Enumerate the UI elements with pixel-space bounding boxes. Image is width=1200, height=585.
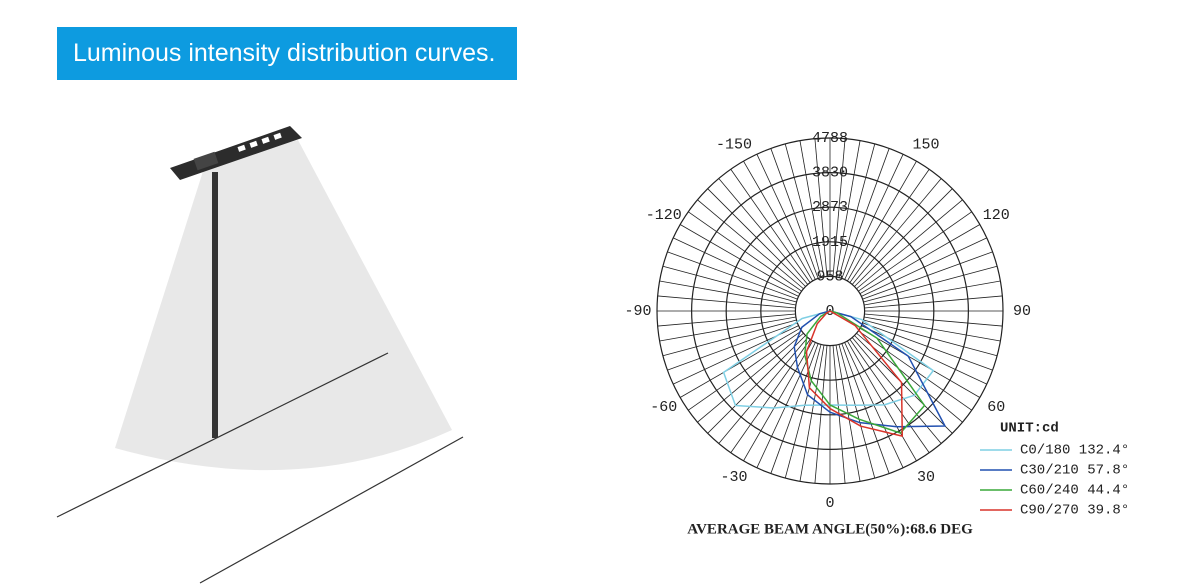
angle-tick-label: 30	[917, 469, 935, 486]
angle-tick-label: 0	[825, 495, 834, 512]
legend-label: C90/270 39.8°	[1020, 503, 1129, 519]
radial-tick-label: 3830	[812, 165, 848, 182]
legend-label: C30/210 57.8°	[1020, 463, 1129, 479]
angle-tick-label: 60	[987, 399, 1005, 416]
street-light-illustration	[56, 126, 464, 584]
radial-tick-label: 1915	[812, 234, 848, 251]
radial-grid-ring	[725, 206, 935, 416]
radial-tick-label: 958	[816, 268, 843, 285]
radial-grid-ring	[794, 275, 866, 347]
angle-tick-label: -150	[716, 137, 752, 154]
leds	[237, 132, 282, 152]
radial-tick-label: 2873	[812, 199, 848, 216]
light-cone	[115, 140, 452, 471]
intensity-curve	[803, 310, 926, 434]
radial-grid-ring	[656, 137, 1004, 485]
road-edge	[56, 352, 389, 518]
angle-tick-label: -60	[650, 399, 677, 416]
angle-tick-label: -120	[646, 207, 682, 224]
polar-grid	[656, 137, 1004, 485]
angle-tick-label: 150	[912, 137, 939, 154]
road-edge	[199, 436, 464, 584]
angle-tick-label: -30	[720, 469, 747, 486]
angle-tick-label: 120	[983, 207, 1010, 224]
radial-tick-label: 4788	[812, 130, 848, 147]
radial-grid-ring	[691, 172, 969, 450]
pole	[212, 172, 218, 438]
legend-label: C0/180 132.4°	[1020, 443, 1129, 459]
intensity-curve	[793, 310, 946, 428]
radial-grid-ring	[760, 241, 900, 381]
legend-label: C60/240 44.4°	[1020, 483, 1129, 499]
unit-label: UNIT:cd	[1000, 421, 1059, 437]
angle-tick-label: 90	[1013, 303, 1031, 320]
title-banner: Luminous intensity distribution curves.	[57, 27, 517, 80]
footnote: AVERAGE BEAM ANGLE(50%):68.6 DEG	[687, 521, 973, 537]
intensity-curve	[805, 310, 904, 437]
lamp-sensor	[193, 151, 219, 171]
angle-tick-label: -90	[624, 303, 651, 320]
